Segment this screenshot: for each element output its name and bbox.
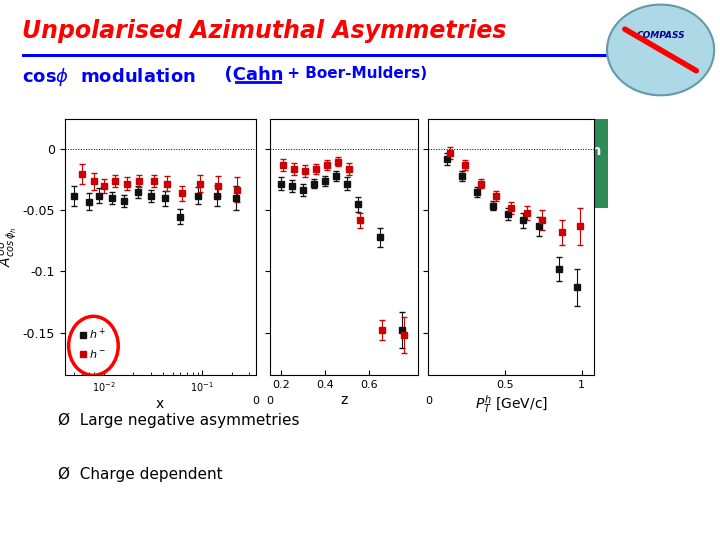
Circle shape (607, 5, 714, 96)
Text: COMPASS: COMPASS (636, 31, 685, 40)
Text: cos$\phi$  modulation: cos$\phi$ modulation (22, 66, 195, 88)
Text: (Cahn: (Cahn (212, 66, 284, 84)
Y-axis label: $A_{cos\,\phi_h}^{UU}$: $A_{cos\,\phi_h}^{UU}$ (0, 227, 20, 267)
Text: 0: 0 (425, 396, 432, 406)
X-axis label: x: x (156, 397, 164, 411)
Text: Ø  Charge dependent: Ø Charge dependent (58, 467, 222, 482)
Text: Unpolarised Azimuthal Asymmetries: Unpolarised Azimuthal Asymmetries (22, 19, 506, 43)
FancyBboxPatch shape (522, 119, 608, 208)
X-axis label: $P_T^h$ [GeV/c]: $P_T^h$ [GeV/c] (474, 393, 548, 415)
Text: + Boer-Mulders): + Boer-Mulders) (282, 66, 428, 81)
Text: 0: 0 (266, 396, 274, 406)
Text: Ø  Large negative asymmetries: Ø Large negative asymmetries (58, 413, 299, 428)
Text: Deuteron
target: Deuteron target (528, 144, 602, 174)
Text: 0: 0 (252, 396, 259, 406)
Legend: $h^+$, $h^-$: $h^+$, $h^-$ (78, 325, 108, 362)
X-axis label: z: z (340, 393, 348, 407)
